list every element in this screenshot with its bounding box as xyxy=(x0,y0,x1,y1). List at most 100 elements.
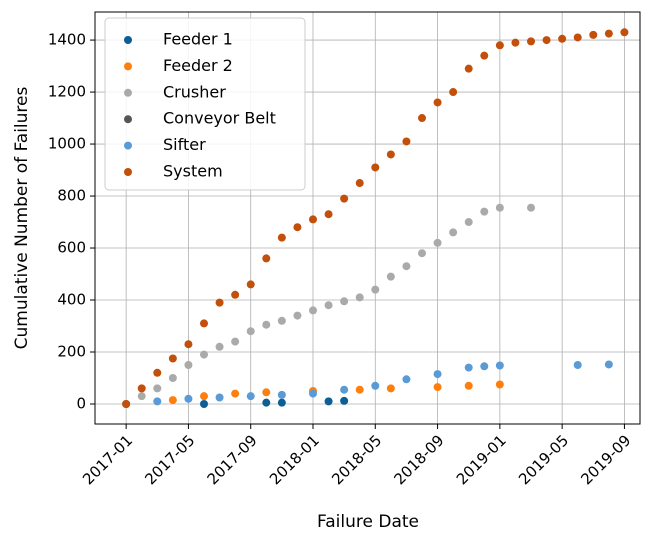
y-tick-label: 800 xyxy=(57,187,86,205)
point xyxy=(246,327,255,336)
point xyxy=(231,337,240,346)
point xyxy=(386,272,395,281)
point xyxy=(355,385,364,394)
point xyxy=(293,311,302,320)
point xyxy=(573,360,582,369)
point xyxy=(371,163,380,172)
x-tick-label: 2019-01 xyxy=(453,431,510,488)
point xyxy=(262,398,271,407)
legend-marker xyxy=(124,141,132,150)
point xyxy=(371,381,380,390)
point xyxy=(402,262,411,271)
point xyxy=(340,194,349,203)
point xyxy=(262,320,271,329)
point xyxy=(168,396,177,405)
y-tick-label: 1000 xyxy=(48,135,86,153)
plot-frame xyxy=(94,11,641,425)
point xyxy=(309,306,317,315)
point xyxy=(262,254,271,263)
point xyxy=(495,41,504,50)
point xyxy=(589,30,598,39)
point xyxy=(184,340,193,349)
legend-marker xyxy=(124,168,132,176)
y-tick-label: 200 xyxy=(57,342,86,360)
x-tick-label: 2018-01 xyxy=(266,431,323,488)
y-tick-label: 0 xyxy=(76,394,86,412)
point xyxy=(122,399,131,408)
point xyxy=(277,390,286,399)
point xyxy=(246,280,255,289)
point xyxy=(153,368,162,377)
point xyxy=(449,228,458,237)
point xyxy=(231,290,240,299)
point xyxy=(200,392,208,401)
legend-label: Crusher xyxy=(163,82,226,101)
point xyxy=(386,384,395,393)
legend-label: Sifter xyxy=(163,135,206,154)
point xyxy=(340,396,349,405)
point xyxy=(340,297,349,306)
point xyxy=(573,33,582,42)
legend-label: System xyxy=(163,162,223,181)
x-tick-label: 2019-05 xyxy=(515,431,572,488)
point xyxy=(402,375,411,384)
point xyxy=(386,150,395,159)
point xyxy=(495,380,504,389)
legend-label: Feeder 1 xyxy=(163,30,233,49)
legend-label: Feeder 2 xyxy=(163,56,233,75)
y-tick-label: 600 xyxy=(57,239,86,257)
point xyxy=(309,389,317,398)
point xyxy=(620,28,629,37)
point xyxy=(433,383,442,392)
point xyxy=(200,399,208,408)
point xyxy=(433,370,442,379)
legend-marker xyxy=(124,62,132,71)
point xyxy=(480,362,489,371)
point xyxy=(480,51,489,60)
point xyxy=(449,88,458,97)
point xyxy=(418,249,426,258)
point xyxy=(604,360,613,369)
point xyxy=(277,398,286,407)
point xyxy=(293,223,302,232)
point xyxy=(511,38,520,47)
point xyxy=(168,354,177,363)
point xyxy=(558,34,567,43)
point xyxy=(200,350,208,359)
point xyxy=(604,29,613,38)
point xyxy=(153,397,162,406)
point xyxy=(137,392,146,401)
point xyxy=(137,384,146,393)
y-tick-label: 1400 xyxy=(48,31,86,49)
point xyxy=(246,392,255,401)
legend-marker xyxy=(124,115,132,124)
point xyxy=(527,203,535,212)
point xyxy=(200,319,208,328)
x-tick-label: 2019-09 xyxy=(577,431,634,488)
point xyxy=(495,203,504,212)
point xyxy=(418,114,426,123)
point xyxy=(215,342,224,351)
point xyxy=(464,64,473,73)
point xyxy=(184,360,193,369)
point xyxy=(262,388,271,397)
point xyxy=(355,293,364,302)
point xyxy=(542,36,551,45)
point xyxy=(464,218,473,227)
x-tick-label: 2018-09 xyxy=(391,431,448,488)
x-axis-label: Failure Date xyxy=(317,512,419,532)
point xyxy=(355,179,364,188)
point xyxy=(371,285,380,294)
legend-box xyxy=(104,17,306,191)
point xyxy=(340,385,349,394)
point xyxy=(168,373,177,382)
x-tick-label: 2017-09 xyxy=(204,431,261,488)
point xyxy=(153,384,162,393)
point xyxy=(277,316,286,325)
point xyxy=(184,394,193,403)
y-tick-label: 1200 xyxy=(48,83,86,101)
legend-label: Conveyor Belt xyxy=(163,109,276,128)
point xyxy=(464,363,473,372)
x-tick-label: 2017-01 xyxy=(79,431,136,488)
point xyxy=(480,207,489,216)
